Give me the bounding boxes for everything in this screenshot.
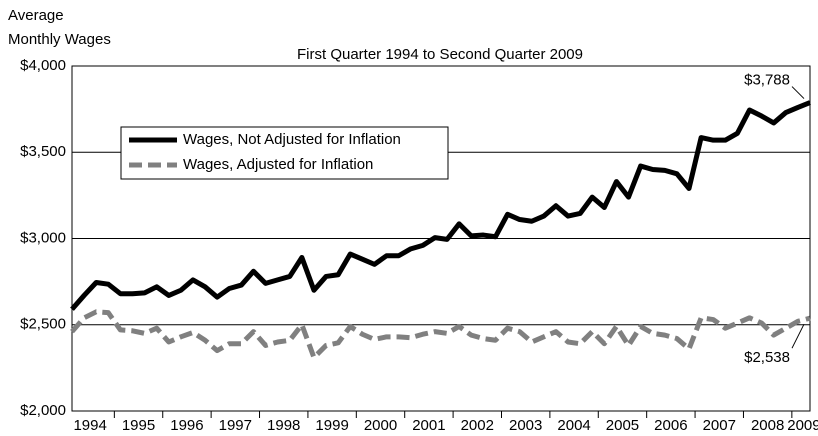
x-tick-label: 2003	[509, 417, 542, 434]
x-tick-label: 2006	[654, 417, 687, 434]
y-axis-label: Monthly Wages	[8, 31, 111, 48]
y-tick-label: $4,000	[20, 57, 66, 74]
x-tick-label: 2008	[751, 417, 784, 434]
x-tick-label: 2000	[364, 417, 397, 434]
chart-subtitle: First Quarter 1994 to Second Quarter 200…	[297, 46, 583, 63]
data-label: $3,788	[744, 72, 790, 89]
x-tick-label: 1997	[219, 417, 252, 434]
legend-box	[120, 126, 449, 180]
x-tick-label: 1999	[315, 417, 348, 434]
series-line	[70, 100, 811, 311]
legend-label: Wages, Adjusted for Inflation	[183, 156, 373, 173]
x-tick-label: 2002	[461, 417, 494, 434]
x-tick-label: 1994	[73, 417, 106, 434]
x-tick-label: 1998	[267, 417, 300, 434]
series-line	[70, 309, 811, 361]
x-tick-label: 2005	[606, 417, 639, 434]
leader-line	[791, 86, 805, 99]
x-tick-label: 2007	[703, 417, 736, 434]
legend-label: Wages, Not Adjusted for Inflation	[183, 131, 401, 148]
y-tick-label: $2,500	[20, 316, 66, 333]
leader-line	[791, 323, 805, 349]
x-tick-label: 2009	[787, 417, 818, 434]
y-tick-label: $3,500	[20, 143, 66, 160]
x-tick-label: 1996	[170, 417, 203, 434]
data-label: $2,538	[744, 349, 790, 366]
x-tick-label: 2004	[557, 417, 590, 434]
x-tick-label: 2001	[412, 417, 445, 434]
x-tick-label: 1995	[122, 417, 155, 434]
y-axis-label: Average	[8, 7, 64, 24]
y-tick-label: $3,000	[20, 229, 66, 246]
y-tick-label: $2,000	[20, 402, 66, 419]
plot-frame	[71, 65, 811, 412]
